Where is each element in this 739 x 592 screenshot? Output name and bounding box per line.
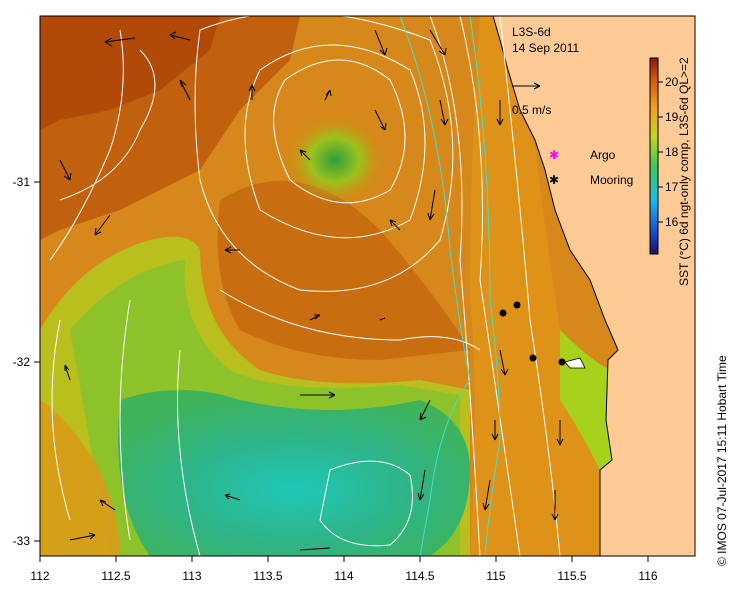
scale-label: 0.5 m/s: [512, 103, 551, 117]
lon-tick-label: 114: [334, 569, 353, 583]
colorbar-tick-label: 19: [665, 110, 679, 124]
lat-tick-label: -32: [13, 355, 31, 369]
credit-label: © IMOS 07-Jul-2017 15:11 Hobart Time: [715, 355, 729, 566]
colorbar-scale: [649, 57, 659, 255]
lat-tick-label: -33: [13, 534, 31, 548]
lon-tick-label: 113.5: [253, 569, 282, 583]
lon-tick-label: 114.5: [405, 569, 434, 583]
latitude-axis: -31 -32 -33: [13, 175, 40, 548]
colorbar-tick-label: 18: [665, 145, 679, 159]
magenta-star-icon: ✱: [549, 148, 559, 162]
colorbar: 20 19 18 17 16 SST (°C) 6d ngt-only comp…: [649, 57, 691, 286]
velocity-scale: 0.5 m/s: [512, 82, 551, 117]
longitude-axis: 112 112.5 113 113.5 114 114.5 115 115.5 …: [30, 556, 658, 583]
legend-label-argo: Argo: [590, 148, 616, 162]
lon-tick-label: 112.5: [101, 569, 130, 583]
sst-field: [40, 16, 695, 556]
colorbar-tick-label: 16: [665, 215, 679, 229]
black-star-icon: ✱: [549, 173, 559, 187]
product-label: L3S-6d: [512, 25, 551, 39]
colorbar-title: SST (°C) 6d ngt-only comp, L3S-6d QL>=2: [677, 57, 691, 286]
lon-tick-label: 116: [638, 569, 657, 583]
lon-tick-label: 112: [30, 569, 49, 583]
land-mass: [492, 16, 695, 556]
date-label: 14 Sep 2011: [512, 41, 579, 55]
lat-tick-label: -31: [13, 175, 31, 189]
lon-tick-label: 115: [486, 569, 505, 583]
legend-label-mooring: Mooring: [590, 173, 633, 187]
lon-tick-label: 113: [182, 569, 201, 583]
colorbar-tick-label: 17: [665, 180, 679, 194]
lon-tick-label: 115.5: [557, 569, 586, 583]
colorbar-tick-label: 20: [665, 75, 679, 89]
mooring-markers: [499, 301, 566, 366]
map-frame: [39, 15, 696, 557]
legend: ✱ Argo ✱ Mooring: [549, 148, 633, 187]
